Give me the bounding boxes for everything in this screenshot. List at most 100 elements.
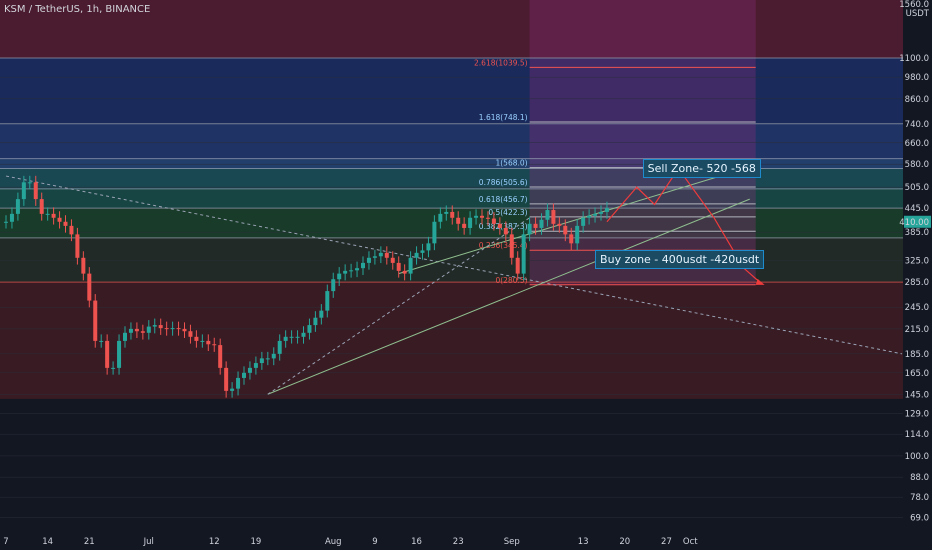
- candle-body-33: [200, 340, 205, 342]
- candle-body-91: [545, 210, 550, 220]
- candle-body-8: [51, 213, 56, 218]
- candle-body-47: [283, 336, 288, 341]
- candle-body-4: [27, 182, 32, 184]
- candle-body-95: [569, 234, 574, 244]
- candle-body-10: [63, 221, 68, 226]
- candle-body-100: [599, 211, 603, 214]
- y-tick-0: 1100.0: [899, 54, 929, 64]
- candle-body-55: [331, 279, 336, 292]
- candle-body-75: [450, 211, 455, 218]
- candle-body-31: [188, 331, 193, 337]
- candle-body-62: [372, 256, 377, 258]
- fib-label-7: 1.618(748.1): [479, 113, 528, 122]
- candle-body-34: [206, 340, 211, 345]
- candle-body-97: [581, 217, 586, 226]
- candle-body-82: [491, 218, 496, 224]
- candle-body-22: [134, 328, 139, 332]
- y-tick-12: 215.0: [905, 325, 929, 335]
- candle-body-29: [176, 328, 181, 330]
- candle-body-42: [253, 363, 258, 368]
- y-tick-2: 860.0: [905, 95, 929, 105]
- candle-body-17: [105, 340, 110, 368]
- time-axis: 7 14 21 Jul 12 19 Aug 9 16 23 Sep 13 20 27 Oct: [0, 530, 932, 550]
- fib-label-6: 1(568.0): [495, 159, 527, 168]
- candle-body-7: [45, 213, 50, 215]
- candle-body-74: [444, 211, 449, 214]
- candle-body-1: [9, 213, 14, 222]
- candle-body-58: [349, 270, 354, 272]
- candle-body-51: [307, 325, 312, 333]
- candle-body-11: [69, 225, 74, 235]
- downtrend-line: [5, 175, 903, 355]
- y-tick-6: 505.0: [905, 183, 929, 193]
- zone-band-8: [0, 282, 903, 399]
- x-tick-0: 7: [3, 537, 8, 547]
- candle-body-72: [432, 221, 437, 244]
- candle-body-101: [604, 208, 609, 212]
- channel-lower: [267, 198, 750, 395]
- y-tick-21: 69.0: [910, 514, 929, 524]
- x-tick-9: 23: [453, 537, 464, 547]
- y-tick-7: 445.0: [905, 204, 929, 214]
- fib-levels: 0(280.5) 0.236(345.4) 0.382(387.3) 0.5(422.…: [0, 57, 903, 286]
- candle-body-20: [123, 332, 127, 341]
- zone-band-1: [0, 57, 903, 124]
- candle-body-0: [4, 221, 8, 223]
- candle-body-81: [485, 217, 490, 219]
- candle-body-36: [218, 345, 223, 368]
- candle-body-26: [158, 325, 163, 329]
- candle-body-2: [15, 199, 20, 214]
- candle-body-40: [242, 372, 246, 378]
- x-tick-14: Oct: [683, 537, 698, 547]
- candle-body-25: [152, 325, 157, 327]
- candle-body-39: [236, 377, 241, 389]
- symbol-title: KSM / TetherUS, 1h, BINANCE: [4, 4, 151, 15]
- sell-zone-label[interactable]: Sell Zone- 520 -568: [642, 158, 761, 178]
- zone-band-4: [0, 168, 903, 189]
- zone-band-7: [0, 237, 903, 283]
- candle-body-28: [170, 328, 175, 330]
- candle-body-66: [396, 262, 401, 271]
- candle-body-43: [259, 358, 264, 364]
- channel-upper: [398, 166, 750, 275]
- candle-body-13: [81, 257, 86, 274]
- fib-zones: [0, 0, 903, 399]
- x-tick-7: 9: [372, 537, 377, 547]
- candle-body-27: [164, 328, 169, 330]
- zone-band-2: [0, 123, 903, 159]
- buy-zone-label[interactable]: Buy zone - 400usdt -420usdt: [595, 250, 765, 270]
- candle-body-44: [265, 358, 270, 360]
- candle-body-53: [319, 310, 324, 318]
- candle-body-78: [468, 217, 473, 228]
- candle-body-90: [539, 219, 544, 228]
- x-tick-3: Jul: [143, 537, 154, 547]
- fib-label-0: 0(280.5): [495, 276, 527, 285]
- y-tick-18: 100.0: [905, 452, 929, 462]
- candle-body-57: [343, 270, 348, 274]
- candle-body-92: [551, 210, 556, 224]
- candle-body-85: [509, 234, 514, 258]
- x-tick-11: 13: [578, 537, 589, 547]
- candle-body-35: [212, 344, 217, 346]
- candle-body-46: [277, 340, 282, 354]
- x-tick-12: 20: [619, 537, 630, 547]
- candle-body-3: [21, 182, 26, 200]
- candle-body-32: [194, 336, 199, 341]
- fib-label-5: 0.786(505.6): [479, 178, 528, 187]
- y-top-label-1: USDT: [906, 9, 930, 19]
- candle-body-24: [146, 326, 151, 333]
- candle-body-67: [402, 270, 407, 274]
- y-tick-20: 78.0: [910, 493, 929, 503]
- candle-body-59: [355, 268, 360, 271]
- candles: [4, 175, 609, 398]
- fib-label-2: 0.382(387.3): [479, 222, 528, 231]
- y-tick-16: 129.0: [905, 410, 929, 420]
- trend-lines: [5, 166, 903, 395]
- candle-body-93: [557, 223, 562, 226]
- candle-body-54: [325, 291, 330, 311]
- zone-band-5: [0, 188, 903, 209]
- candle-body-87: [521, 234, 526, 274]
- y-tick-4: 660.0: [905, 139, 929, 149]
- candle-body-45: [271, 353, 276, 359]
